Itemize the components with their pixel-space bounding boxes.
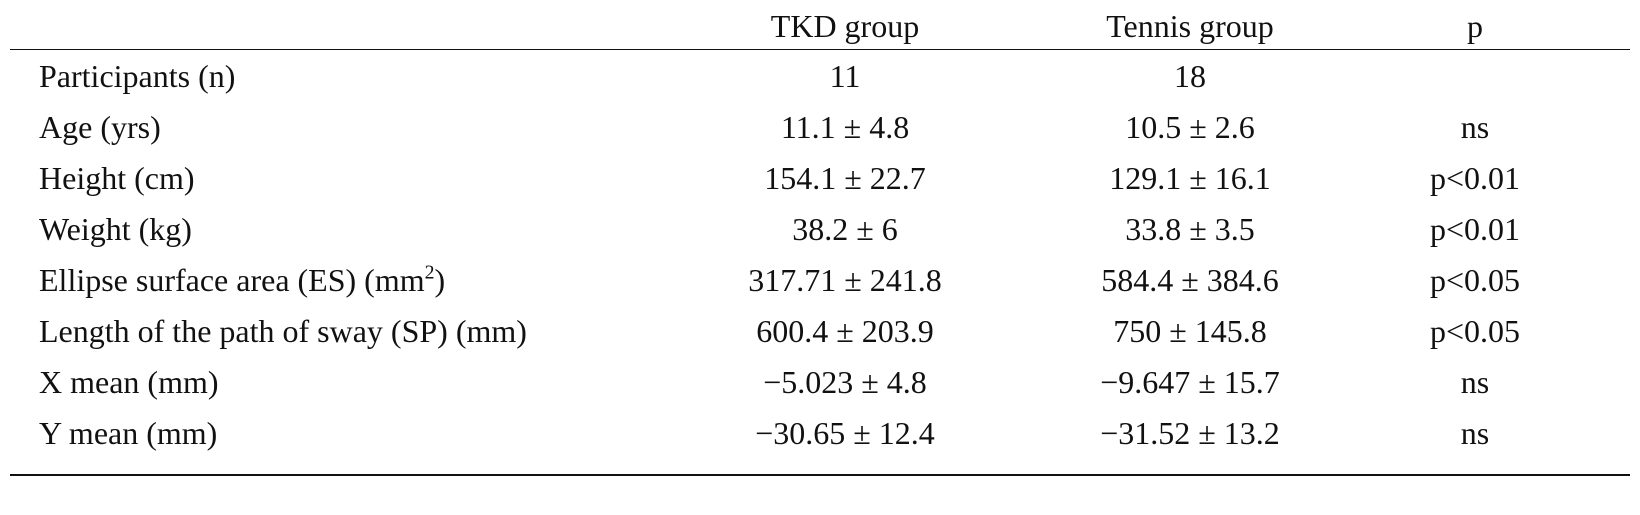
row-tennis-value: 750 ± 145.8 — [1113, 313, 1267, 349]
row-tkd-value: −5.023 ± 4.8 — [763, 364, 927, 400]
row-label: Length of the path of sway (SP) (mm) — [39, 305, 527, 357]
row-tennis-value: −31.52 ± 13.2 — [1100, 415, 1280, 451]
row-tkd-value: 600.4 ± 203.9 — [756, 313, 934, 349]
row-tkd-value: 38.2 ± 6 — [792, 211, 898, 247]
row-label-text: Weight (kg) — [39, 211, 192, 247]
row-tkd-value: −30.65 ± 12.4 — [755, 415, 935, 451]
table-row: Length of the path of sway (SP) (mm) 600… — [10, 305, 1630, 357]
data-table: TKD group Tennis group p Participants (n… — [10, 0, 1630, 515]
table-row: Participants (n) 11 18 — [10, 50, 1630, 102]
row-tennis-value: 129.1 ± 16.1 — [1109, 160, 1271, 196]
row-tennis-value: −9.647 ± 15.7 — [1100, 364, 1280, 400]
row-tkd-value: 11 — [829, 58, 861, 94]
row-tennis-value: 18 — [1174, 58, 1206, 94]
row-label-text: Ellipse surface area (ES) (mm — [39, 262, 425, 298]
header-p-value: p — [1467, 8, 1483, 44]
table-row: Age (yrs) 11.1 ± 4.8 10.5 ± 2.6 ns — [10, 101, 1630, 153]
row-label-superscript: 2 — [424, 261, 435, 284]
row-tkd-value: 11.1 ± 4.8 — [780, 109, 910, 145]
row-label-text: Age (yrs) — [39, 109, 161, 145]
row-p-value: p<0.05 — [1429, 262, 1521, 298]
row-tkd-value: 154.1 ± 22.7 — [764, 160, 926, 196]
row-label: Weight (kg) — [39, 203, 192, 255]
table-row: Weight (kg) 38.2 ± 6 33.8 ± 3.5 p<0.01 — [10, 203, 1630, 255]
header-tennis-group: Tennis group — [1106, 8, 1274, 44]
row-p-value: ns — [1460, 415, 1490, 451]
top-rule — [10, 49, 1630, 50]
row-label: Y mean (mm) — [39, 407, 217, 459]
row-label: Age (yrs) — [39, 101, 161, 153]
row-p-value: p<0.01 — [1429, 160, 1521, 196]
row-label: Height (cm) — [39, 152, 195, 204]
row-label-text: Participants (n) — [39, 58, 236, 94]
table-row: Ellipse surface area (ES) (mm2) 317.71 ±… — [10, 254, 1630, 306]
row-label-text: Length of the path of sway (SP) (mm) — [39, 313, 527, 349]
row-label: Participants (n) — [39, 50, 235, 102]
row-p-value — [1355, 50, 1595, 102]
row-label: X mean (mm) — [39, 356, 219, 408]
row-tennis-value: 584.4 ± 384.6 — [1101, 262, 1279, 298]
bottom-rule — [10, 474, 1630, 476]
row-label-text: X mean (mm) — [39, 364, 219, 400]
row-tennis-value: 33.8 ± 3.5 — [1125, 211, 1255, 247]
row-tennis-value: 10.5 ± 2.6 — [1125, 109, 1255, 145]
row-tkd-value: 317.71 ± 241.8 — [748, 262, 942, 298]
row-label-text: Height (cm) — [39, 160, 195, 196]
row-p-value: p<0.05 — [1429, 313, 1521, 349]
row-p-value: p<0.01 — [1429, 211, 1521, 247]
row-p-value: ns — [1460, 364, 1490, 400]
row-label: Ellipse surface area (ES) (mm2) — [39, 254, 445, 306]
row-label-text: Y mean (mm) — [39, 415, 218, 451]
table-row: X mean (mm) −5.023 ± 4.8 −9.647 ± 15.7 n… — [10, 356, 1630, 408]
table-row: Height (cm) 154.1 ± 22.7 129.1 ± 16.1 p<… — [10, 152, 1630, 204]
table-row: Y mean (mm) −30.65 ± 12.4 −31.52 ± 13.2 … — [10, 407, 1630, 459]
header-tkd-group: TKD group — [770, 8, 920, 44]
row-p-value: ns — [1460, 109, 1490, 145]
table-header-row: TKD group Tennis group p — [10, 0, 1630, 50]
row-label-suffix: ) — [434, 262, 446, 298]
